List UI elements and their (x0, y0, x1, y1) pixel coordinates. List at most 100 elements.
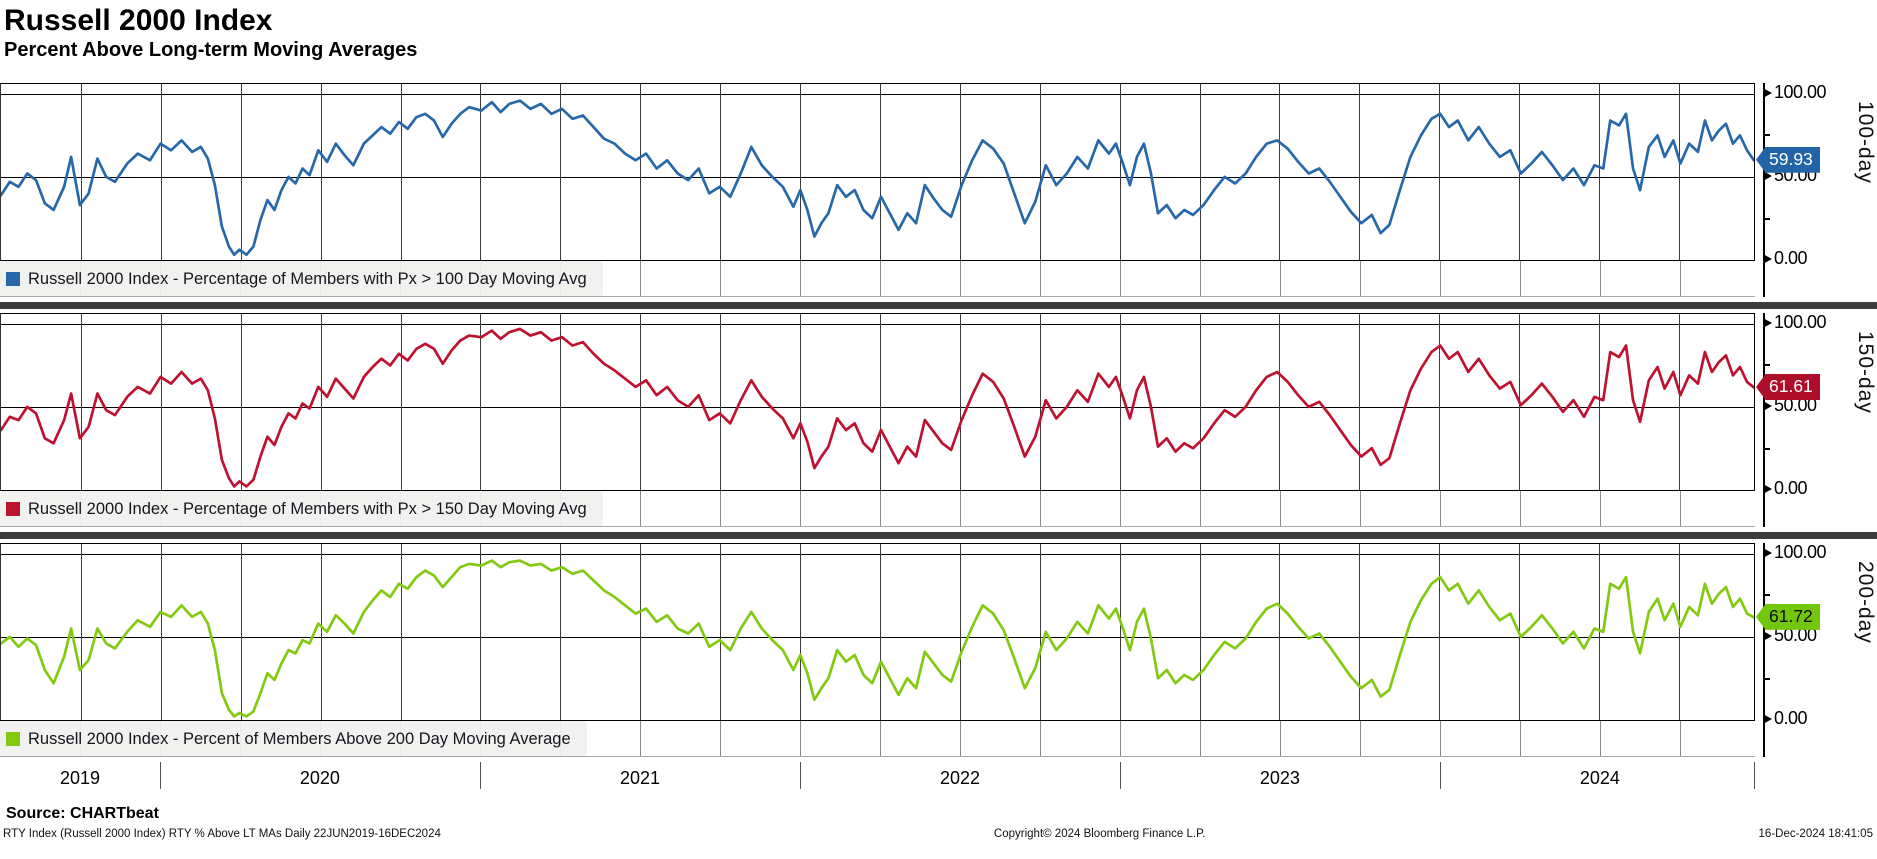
vertical-gridline (160, 84, 162, 260)
legend-swatch-blue-icon (6, 272, 20, 286)
vertical-gridline (959, 721, 961, 756)
tick-minor-25 (1763, 678, 1770, 680)
vertical-gridline (1359, 721, 1361, 756)
vertical-gridline (240, 544, 242, 720)
legend-strip-200-day: Russell 2000 Index - Percent of Members … (0, 720, 1755, 757)
vertical-gridline (959, 544, 961, 720)
panel-axis-label-200-day: 200-day (1854, 561, 1877, 644)
vertical-gridline (1039, 261, 1041, 296)
panel-axis-label-150-day: 150-day (1854, 331, 1877, 414)
tick-minor-25 (1763, 448, 1770, 450)
panel-separator (0, 302, 1877, 309)
x-axis: 2019 2020 2021 2022 2023 2024 (0, 762, 1756, 800)
vertical-gridline (240, 314, 242, 490)
vertical-gridline (959, 491, 961, 526)
tick-arrow-icon (1763, 401, 1772, 411)
footer-copyright: Copyright© 2024 Bloomberg Finance L.P. (993, 828, 1206, 840)
vertical-gridline (1519, 491, 1521, 526)
vertical-gridline (1119, 544, 1121, 720)
vertical-gridline (1199, 491, 1201, 526)
source-label: Source: CHARTbeat (6, 805, 159, 822)
tick-label-0: 0.00 (1774, 708, 1808, 728)
vertical-gridline (1439, 544, 1441, 720)
vertical-gridline (1359, 544, 1361, 720)
tick-arrow-icon (1763, 88, 1772, 98)
panel-150-day: Russell 2000 Index - Percentage of Membe… (0, 312, 1877, 532)
tick-arrow-icon (1763, 714, 1772, 724)
vertical-gridline (80, 544, 82, 720)
vertical-gridline (1279, 314, 1281, 490)
tick-label-100: 100.00 (1774, 82, 1827, 102)
legend-label-200-day: Russell 2000 Index - Percent of Members … (28, 729, 571, 748)
x-axis-year-2022: 2022 (939, 768, 981, 788)
vertical-gridline (640, 84, 642, 260)
vertical-gridline (719, 261, 721, 296)
right-axis-150-day: 100.00 50.00 0.00 61.61 150-day (1755, 312, 1877, 532)
vertical-gridline (1039, 544, 1041, 720)
panel-100-day: Russell 2000 Index - Percentage of Membe… (0, 82, 1877, 302)
vertical-gridline (959, 314, 961, 490)
vertical-gridline (879, 544, 881, 720)
vertical-gridline (1039, 491, 1041, 526)
vertical-gridline (1679, 261, 1681, 296)
legend-box-200-day: Russell 2000 Index - Percent of Members … (0, 721, 587, 756)
vertical-gridline (1039, 721, 1041, 756)
x-axis-year-2020: 2020 (299, 768, 340, 788)
line-series-150-day (1, 314, 1754, 490)
vertical-gridline (1439, 261, 1441, 296)
vertical-gridline (1279, 261, 1281, 296)
vertical-gridline (1519, 261, 1521, 296)
page-title: Russell 2000 Index (4, 4, 273, 37)
vertical-gridline (1678, 314, 1680, 490)
vertical-gridline (639, 491, 641, 526)
vertical-gridline (1039, 314, 1041, 490)
vertical-gridline (1199, 314, 1201, 490)
gridline-50 (1, 637, 1754, 638)
vertical-gridline (1279, 491, 1281, 526)
vertical-gridline (1439, 314, 1441, 490)
footer-timestamp: 16-Dec-2024 18:41:05 (1758, 828, 1873, 840)
vertical-gridline (1679, 721, 1681, 756)
gridline-100 (1, 554, 1754, 555)
tick-arrow-icon (1763, 484, 1772, 494)
vertical-gridline (799, 721, 801, 756)
x-axis-year-tick (1119, 762, 1121, 789)
gridline-50 (1, 177, 1754, 178)
gridline-100 (1, 324, 1754, 325)
plot-200-day (0, 543, 1755, 720)
vertical-gridline (400, 314, 402, 490)
axis-line (1763, 543, 1765, 757)
legend-strip-100-day: Russell 2000 Index - Percentage of Membe… (0, 260, 1755, 297)
vertical-gridline (879, 84, 881, 260)
gridline-50 (1, 407, 1754, 408)
gridline-100 (1, 94, 1754, 95)
vertical-gridline (640, 544, 642, 720)
tick-label-100: 100.00 (1774, 312, 1827, 332)
vertical-gridline (1199, 84, 1201, 260)
vertical-gridline (1439, 721, 1441, 756)
plot-area-200-day: Russell 2000 Index - Percent of Members … (0, 543, 1755, 762)
vertical-gridline (1599, 84, 1601, 260)
vertical-gridline (480, 314, 482, 490)
tick-minor-75 (1763, 364, 1770, 366)
axis-line (1763, 313, 1765, 527)
x-axis-year-tick (799, 762, 801, 789)
legend-label-100-day: Russell 2000 Index - Percentage of Membe… (28, 269, 587, 288)
tick-minor-75 (1763, 594, 1770, 596)
legend-swatch-green-icon (6, 732, 20, 746)
vertical-gridline (400, 84, 402, 260)
vertical-gridline (320, 544, 322, 720)
legend-strip-150-day: Russell 2000 Index - Percentage of Membe… (0, 490, 1755, 527)
vertical-gridline (1599, 721, 1601, 756)
vertical-gridline (560, 314, 562, 490)
vertical-gridline (800, 314, 802, 490)
legend-box-150-day: Russell 2000 Index - Percentage of Membe… (0, 491, 603, 526)
tick-label-0: 0.00 (1774, 478, 1808, 498)
footer-security-info: RTY Index (Russell 2000 Index) RTY % Abo… (3, 828, 441, 840)
plot-area-100-day: Russell 2000 Index - Percentage of Membe… (0, 83, 1755, 302)
vertical-gridline (1599, 261, 1601, 296)
vertical-gridline (720, 314, 722, 490)
x-axis-year-tick (1754, 762, 1756, 789)
vertical-gridline (799, 491, 801, 526)
right-axis-200-day: 100.00 50.00 0.00 61.72 200-day (1755, 542, 1877, 762)
